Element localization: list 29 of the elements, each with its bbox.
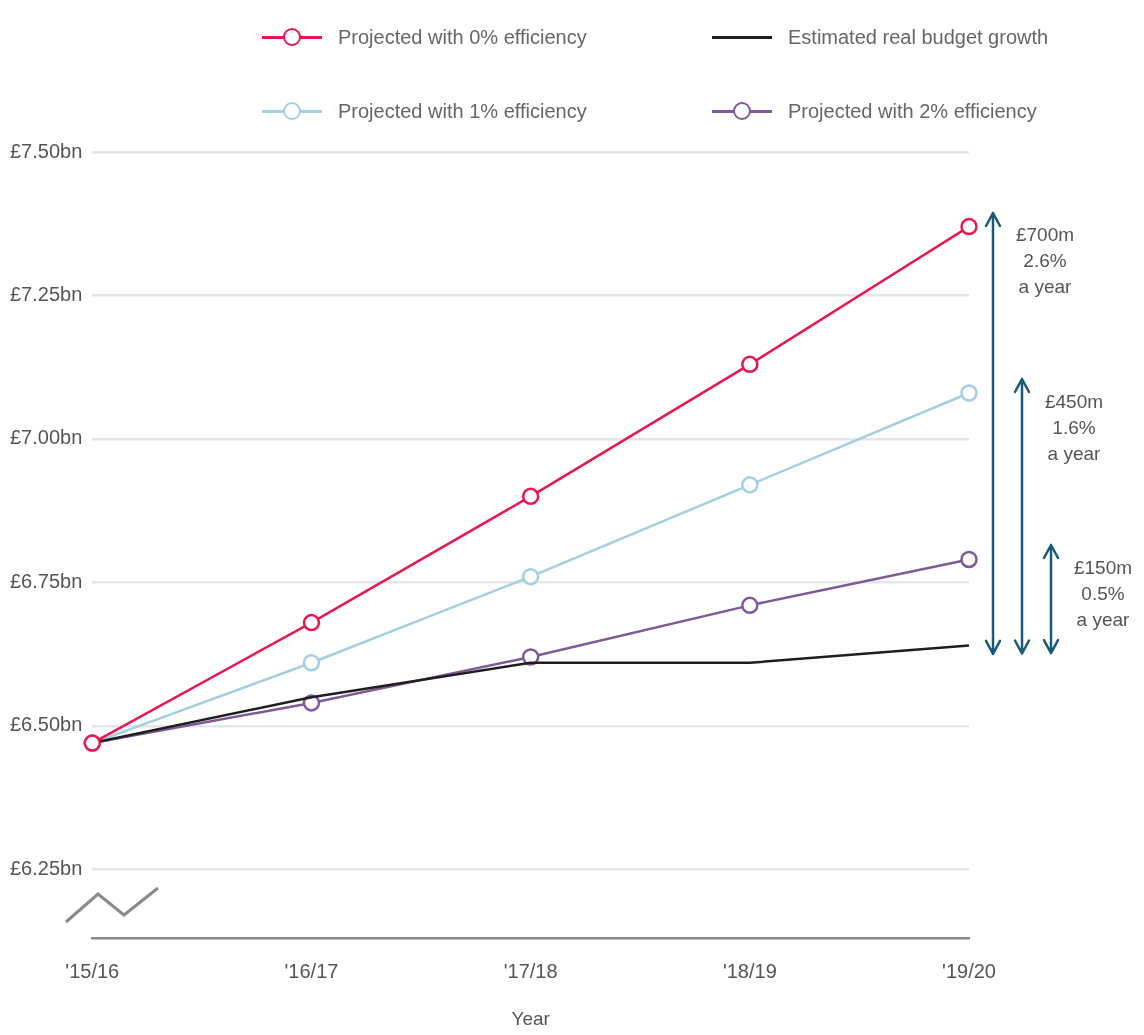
point (302, 613, 321, 632)
text: £450m 1.6% a year (1044, 390, 1104, 464)
y-tick-label: £7.00bn (10, 426, 83, 449)
point (960, 550, 978, 569)
point (521, 487, 540, 506)
y-tick-label: £7.50bn (10, 139, 83, 162)
y-tick-label: £6.50bn (10, 713, 83, 736)
x-tick-label: '16/17 (284, 959, 339, 982)
legend-label: Projected with 0% efficiency (338, 25, 587, 49)
x-tick-label: '19/20 (942, 959, 996, 982)
point (960, 384, 978, 402)
point (302, 653, 321, 672)
y-tick-label: £6.25bn (10, 856, 83, 879)
point (741, 596, 759, 615)
y-tick-label: £6.75bn (10, 569, 83, 592)
point (741, 476, 759, 494)
legend-label: Projected with 1% efficiency (338, 99, 587, 123)
point (521, 567, 540, 586)
x-tick-label: '17/18 (503, 959, 558, 982)
text: £150m 0.5% a year (1073, 557, 1133, 631)
x-tick-label: '15/16 (65, 959, 120, 982)
legend-label: Projected with 2% efficiency (788, 99, 1037, 123)
legend-label: Estimated real budget growth (788, 25, 1049, 49)
text: £700m 2.6% a year (1015, 224, 1075, 298)
y-tick-label: £7.25bn (10, 282, 83, 305)
x-tick-label: '18/19 (722, 959, 777, 982)
x-axis-title: Year (511, 1007, 551, 1029)
point (960, 217, 978, 236)
point (741, 355, 759, 374)
